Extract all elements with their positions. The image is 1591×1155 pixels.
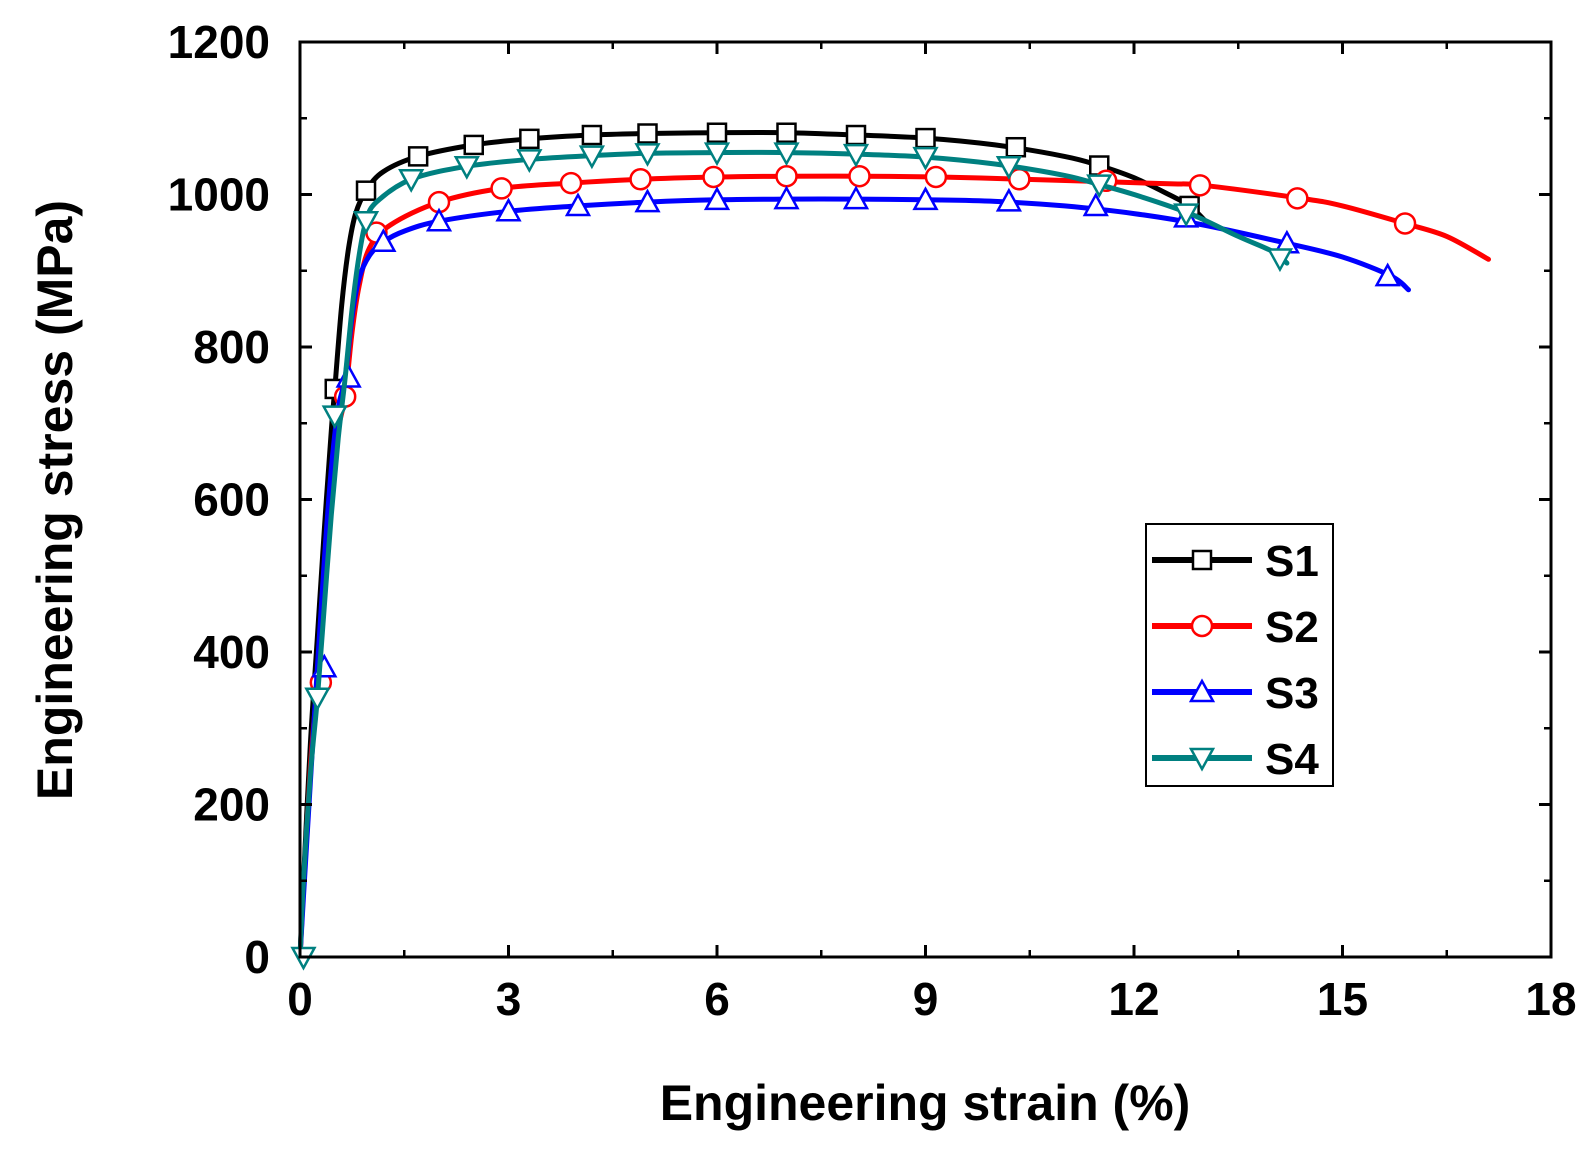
y-tick-label: 1000	[168, 169, 270, 221]
data-point-s4	[773, 142, 800, 167]
data-point-s1	[776, 122, 797, 143]
data-point-s2	[924, 165, 948, 189]
data-point-s2	[1286, 187, 1309, 210]
y-tick-label: 400	[193, 626, 270, 678]
data-point-s4	[398, 169, 425, 193]
data-point-s3	[1082, 192, 1109, 217]
legend: S1 S2 S3 S4	[1145, 523, 1334, 787]
series-layer	[290, 122, 1491, 971]
y-tick-label: 800	[193, 321, 270, 373]
x-tick-label: 15	[1317, 973, 1368, 1025]
data-point-s1	[519, 128, 540, 150]
data-point-s1	[407, 146, 429, 167]
data-point-s1	[463, 134, 484, 156]
data-point-s3	[995, 187, 1023, 212]
legend-item-s2: S2	[1152, 603, 1319, 652]
data-point-s3	[335, 363, 362, 388]
legend-marker	[1188, 678, 1216, 703]
x-tick-label: 12	[1108, 973, 1159, 1025]
legend-label: S4	[1265, 735, 1319, 784]
series-line-s1	[297, 130, 1210, 960]
data-point-s2	[559, 171, 583, 195]
legend-frame	[1145, 523, 1334, 787]
y-tick-label: 0	[244, 931, 270, 983]
y-axis-title: Engineering stress (MPa)	[27, 200, 83, 800]
data-point-s1	[706, 122, 728, 143]
data-point-s1	[581, 124, 603, 146]
x-tick-label: 9	[913, 973, 939, 1025]
legend-item-s4: S4	[1152, 735, 1319, 784]
legend-marker	[1190, 614, 1214, 638]
data-point-s4	[578, 145, 606, 170]
data-point-s1	[355, 180, 377, 201]
legend-marker	[1191, 549, 1213, 571]
series-s1	[297, 122, 1210, 960]
data-point-s3	[773, 185, 800, 210]
data-point-s2	[629, 168, 652, 191]
data-point-s2	[490, 177, 513, 200]
data-point-s3	[842, 185, 870, 210]
x-tick-label: 0	[287, 973, 313, 1025]
series-line-s4	[297, 149, 1290, 960]
data-point-s1	[845, 124, 867, 146]
data-point-s3	[564, 192, 592, 217]
axis-ticks: 0 3 6 9 12 15 18 0 200 400 600 800 1000 1200	[168, 16, 1577, 1025]
data-point-s4	[1266, 248, 1294, 273]
data-point-s3	[495, 197, 522, 222]
data-point-s3	[634, 188, 661, 213]
data-point-s4	[912, 146, 939, 171]
data-point-s4	[516, 149, 543, 174]
series-s4	[290, 142, 1294, 971]
data-point-s1	[915, 127, 936, 149]
data-point-s4	[352, 210, 380, 235]
data-point-s3	[370, 228, 397, 253]
legend-marker	[1188, 747, 1216, 772]
data-point-s4	[995, 156, 1023, 180]
y-tick-label: 200	[193, 779, 270, 831]
x-tick-label: 18	[1525, 973, 1576, 1025]
data-point-s4	[304, 687, 331, 712]
data-point-s4	[634, 143, 661, 167]
y-tick-label: 600	[193, 474, 270, 526]
data-point-s2	[1393, 212, 1417, 235]
data-point-s3	[912, 186, 939, 211]
data-point-s3	[425, 207, 453, 232]
x-axis-title: Engineering strain (%)	[660, 1075, 1191, 1131]
data-point-s2	[775, 164, 798, 188]
data-point-s3	[1374, 262, 1401, 287]
data-point-s4	[1086, 174, 1113, 199]
data-point-s2	[702, 165, 725, 189]
data-point-s4	[703, 142, 731, 167]
data-point-s2	[848, 164, 871, 188]
data-point-s4	[453, 156, 480, 180]
legend-label: S1	[1265, 537, 1319, 586]
legend-label: S3	[1265, 669, 1319, 718]
data-point-s4	[321, 405, 348, 430]
x-tick-label: 6	[704, 973, 730, 1025]
legend-item-s1: S1	[1152, 537, 1319, 586]
data-point-s3	[703, 186, 731, 211]
legend-item-s3: S3	[1152, 669, 1319, 718]
y-tick-label: 1200	[168, 16, 270, 68]
data-point-s4	[1173, 203, 1200, 228]
data-point-s1	[1005, 136, 1027, 158]
data-point-s1	[637, 123, 658, 144]
data-point-s4	[842, 143, 870, 168]
data-point-s2	[1188, 174, 1212, 197]
x-tick-label: 3	[496, 973, 522, 1025]
legend-label: S2	[1265, 603, 1319, 652]
